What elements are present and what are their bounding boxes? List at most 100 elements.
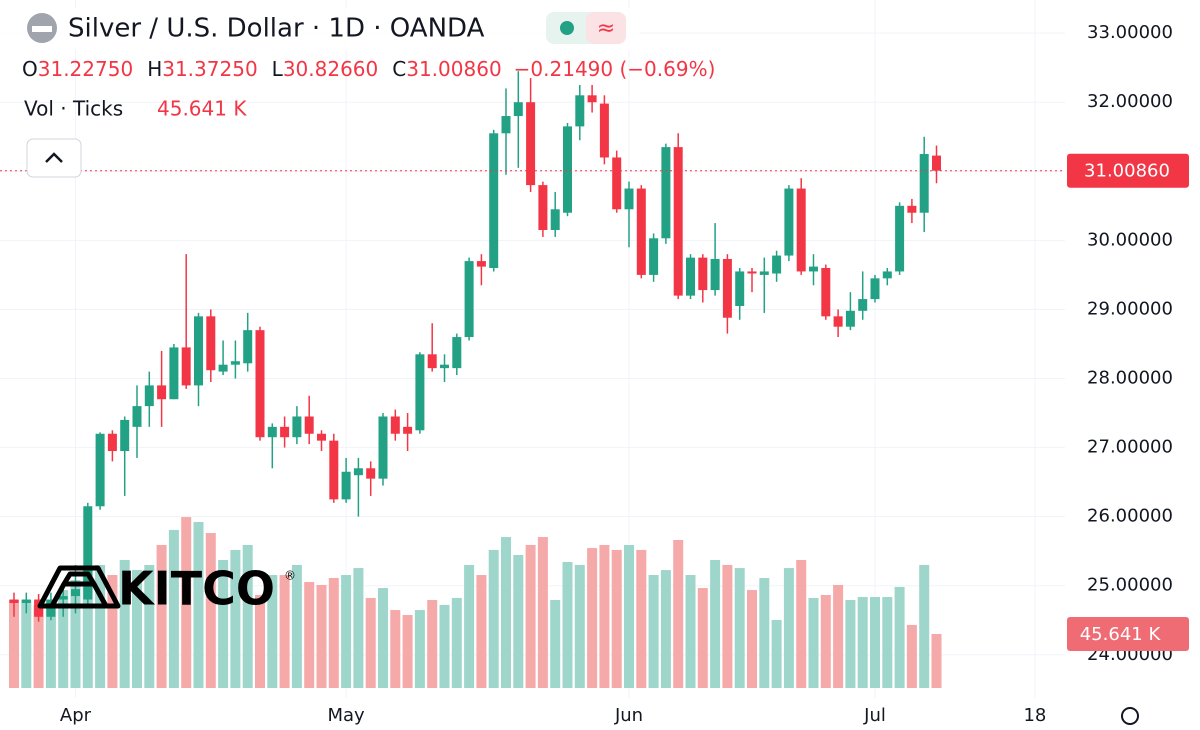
market-open-dot (560, 21, 574, 35)
candle-body (833, 316, 843, 327)
volume-bar (857, 597, 868, 688)
status-pill-red[interactable] (586, 12, 626, 44)
volume-bar (734, 568, 745, 688)
candle-body (157, 385, 167, 400)
volume-bar (648, 575, 659, 688)
candle-body (9, 599, 19, 603)
volume-bar (820, 595, 831, 688)
candle-body (317, 433, 326, 441)
candle-body (329, 440, 339, 500)
volume-bar (833, 584, 844, 688)
candle-body (513, 102, 523, 117)
y-tick-label: 32.00000 (1087, 91, 1173, 112)
volume-bar (783, 568, 794, 688)
volume-bar (537, 537, 548, 688)
settings-icon[interactable] (1121, 707, 1139, 725)
candle-body (476, 261, 486, 267)
volume-bar (550, 599, 561, 688)
volume-bar (144, 564, 155, 688)
volume-bar (353, 568, 364, 688)
candle-body (796, 188, 806, 272)
candle-body (267, 426, 277, 438)
volume-bar (107, 575, 118, 688)
volume-bar (906, 624, 917, 688)
logo: KITCO ® (37, 562, 296, 616)
volume-bar (218, 559, 229, 688)
volume-bar (722, 564, 733, 688)
y-tick-label: 29.00000 (1087, 298, 1173, 319)
candle-body (649, 238, 659, 275)
candle-body (304, 416, 314, 434)
ohlc-value: 31.00860 (406, 57, 501, 81)
volume-bar (205, 533, 216, 688)
logo-icon (37, 565, 121, 609)
candle-body (526, 102, 536, 186)
volume-bar (488, 549, 499, 688)
volume-bar (267, 575, 278, 688)
candle-body (809, 266, 818, 272)
volume-bar (328, 577, 339, 688)
volume-bar (931, 634, 942, 688)
candle-body (341, 471, 351, 500)
x-tick-label: Jul (863, 705, 886, 726)
volume-bar (378, 588, 388, 688)
volume-bar (316, 584, 327, 688)
candle-body (169, 347, 179, 400)
candle-body (403, 426, 413, 434)
volume-bar (660, 570, 671, 688)
volume-bar (181, 517, 192, 688)
change: −0.21490 (−0.69%) (514, 57, 716, 81)
candle-body (870, 278, 880, 300)
candle-body (366, 468, 376, 479)
volume-bar (82, 570, 93, 688)
volume-bar (95, 564, 106, 688)
logo-mark: ® (284, 569, 296, 583)
volume-bar (587, 548, 598, 688)
candle-body (378, 416, 388, 479)
candle-body (452, 337, 462, 369)
candle-body (722, 259, 732, 318)
candle-body (95, 433, 105, 507)
candle-body (710, 259, 720, 291)
ohlc-key: C (392, 57, 406, 81)
volume-bar (414, 610, 425, 688)
volume-bar (747, 590, 757, 688)
candle-body (772, 255, 782, 274)
volume-bar (759, 577, 770, 688)
x-tick-label: Jun (614, 705, 643, 726)
x-tick-label: 18 (1023, 705, 1046, 726)
vol-value: 45.641 K (157, 97, 247, 121)
volume-bar (574, 564, 585, 688)
volume-bar (894, 586, 905, 688)
volume-bar (611, 549, 622, 688)
candle-body (489, 133, 499, 268)
collapse-button[interactable] (26, 138, 82, 178)
delay-icon: ≈ (597, 16, 615, 41)
volume-bar (33, 604, 44, 688)
candle-body (661, 147, 671, 239)
candle-body (563, 126, 572, 213)
last-volume-box (1067, 617, 1189, 652)
candle-body (280, 426, 290, 438)
volume-bar (636, 549, 647, 688)
candle-body (599, 103, 609, 158)
last-price-box (1067, 153, 1189, 188)
volume-bar (341, 575, 352, 688)
volume-bar (9, 599, 19, 688)
volume-bar (242, 544, 253, 688)
title: Silver / U.S. Dollar · 1D · OANDA (68, 14, 485, 44)
candle-body (353, 468, 363, 476)
candle-body (538, 185, 548, 230)
volume-bar (525, 544, 536, 688)
vol-title: Vol · Ticks (24, 97, 123, 121)
x-tick-label: Apr (60, 705, 92, 726)
candle-body (390, 416, 400, 434)
volume-bar (882, 597, 893, 688)
candle-body (673, 147, 683, 296)
volume-bar (624, 544, 634, 688)
volume-bar (70, 579, 81, 688)
candle-body (575, 95, 585, 127)
candle-body (181, 347, 191, 386)
candle-body (132, 406, 142, 427)
